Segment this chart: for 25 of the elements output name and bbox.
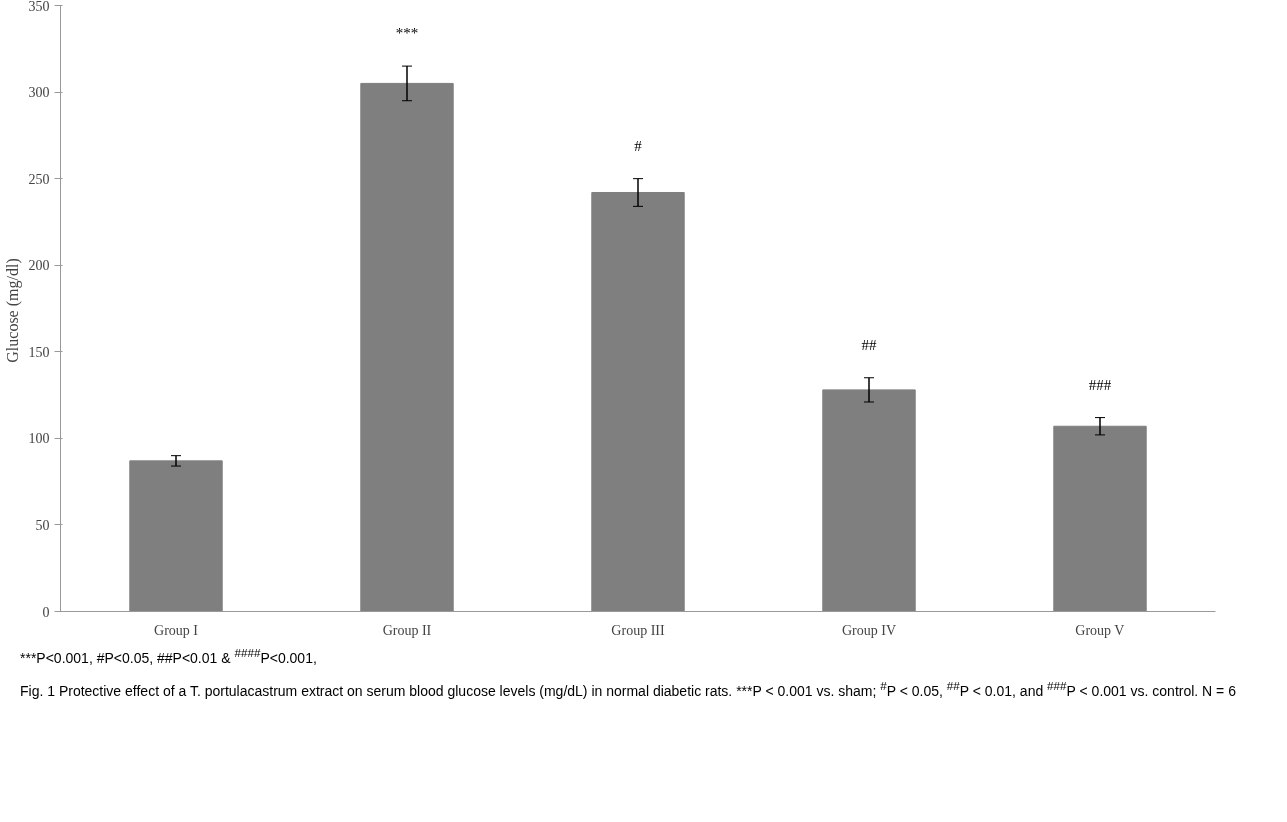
y-axis-title: Glucose (mg/dl) xyxy=(3,258,22,363)
y-tick-label: 150 xyxy=(28,344,50,360)
x-tick-label: Group II xyxy=(382,622,432,638)
y-tick-label: 200 xyxy=(28,258,50,274)
bar xyxy=(822,389,916,612)
y-tick-label: 300 xyxy=(28,85,50,101)
data-label: ### xyxy=(1088,376,1112,393)
x-tick-label: Group V xyxy=(1075,622,1125,638)
y-tick-label: 350 xyxy=(28,0,50,14)
bar xyxy=(129,460,223,612)
caption: Fig. 1 Protective effect of a T. portulacastrum extract on serum blood glucose levels (mg/dL) in normal diabetic rats. ***P < 0.001 vs. sham; $^{#}$P < 0.05, $^{##}$P < 0.01, and $^{###}$P < 0.001 vs. control. N = 6 xyxy=(20,677,1236,701)
x-tick-label: Group I xyxy=(154,622,199,638)
y-tick-label: 250 xyxy=(28,171,50,187)
bar xyxy=(1053,425,1147,612)
data-label: # xyxy=(634,137,643,154)
y-tick-label: 50 xyxy=(35,517,50,533)
bar xyxy=(360,82,454,612)
data-label: ## xyxy=(861,336,877,353)
data-label: *** xyxy=(395,25,419,42)
x-tick-label: Group III xyxy=(611,622,665,638)
text: ***P<0.001, #P<0.05, ##P<0.01 & $^{####}$P<0.001, xyxy=(20,645,317,668)
y-tick-label: 100 xyxy=(28,431,50,447)
bar xyxy=(591,191,685,612)
x-tick-label: Group IV xyxy=(841,622,897,638)
y-tick-label: 0 xyxy=(42,604,50,620)
